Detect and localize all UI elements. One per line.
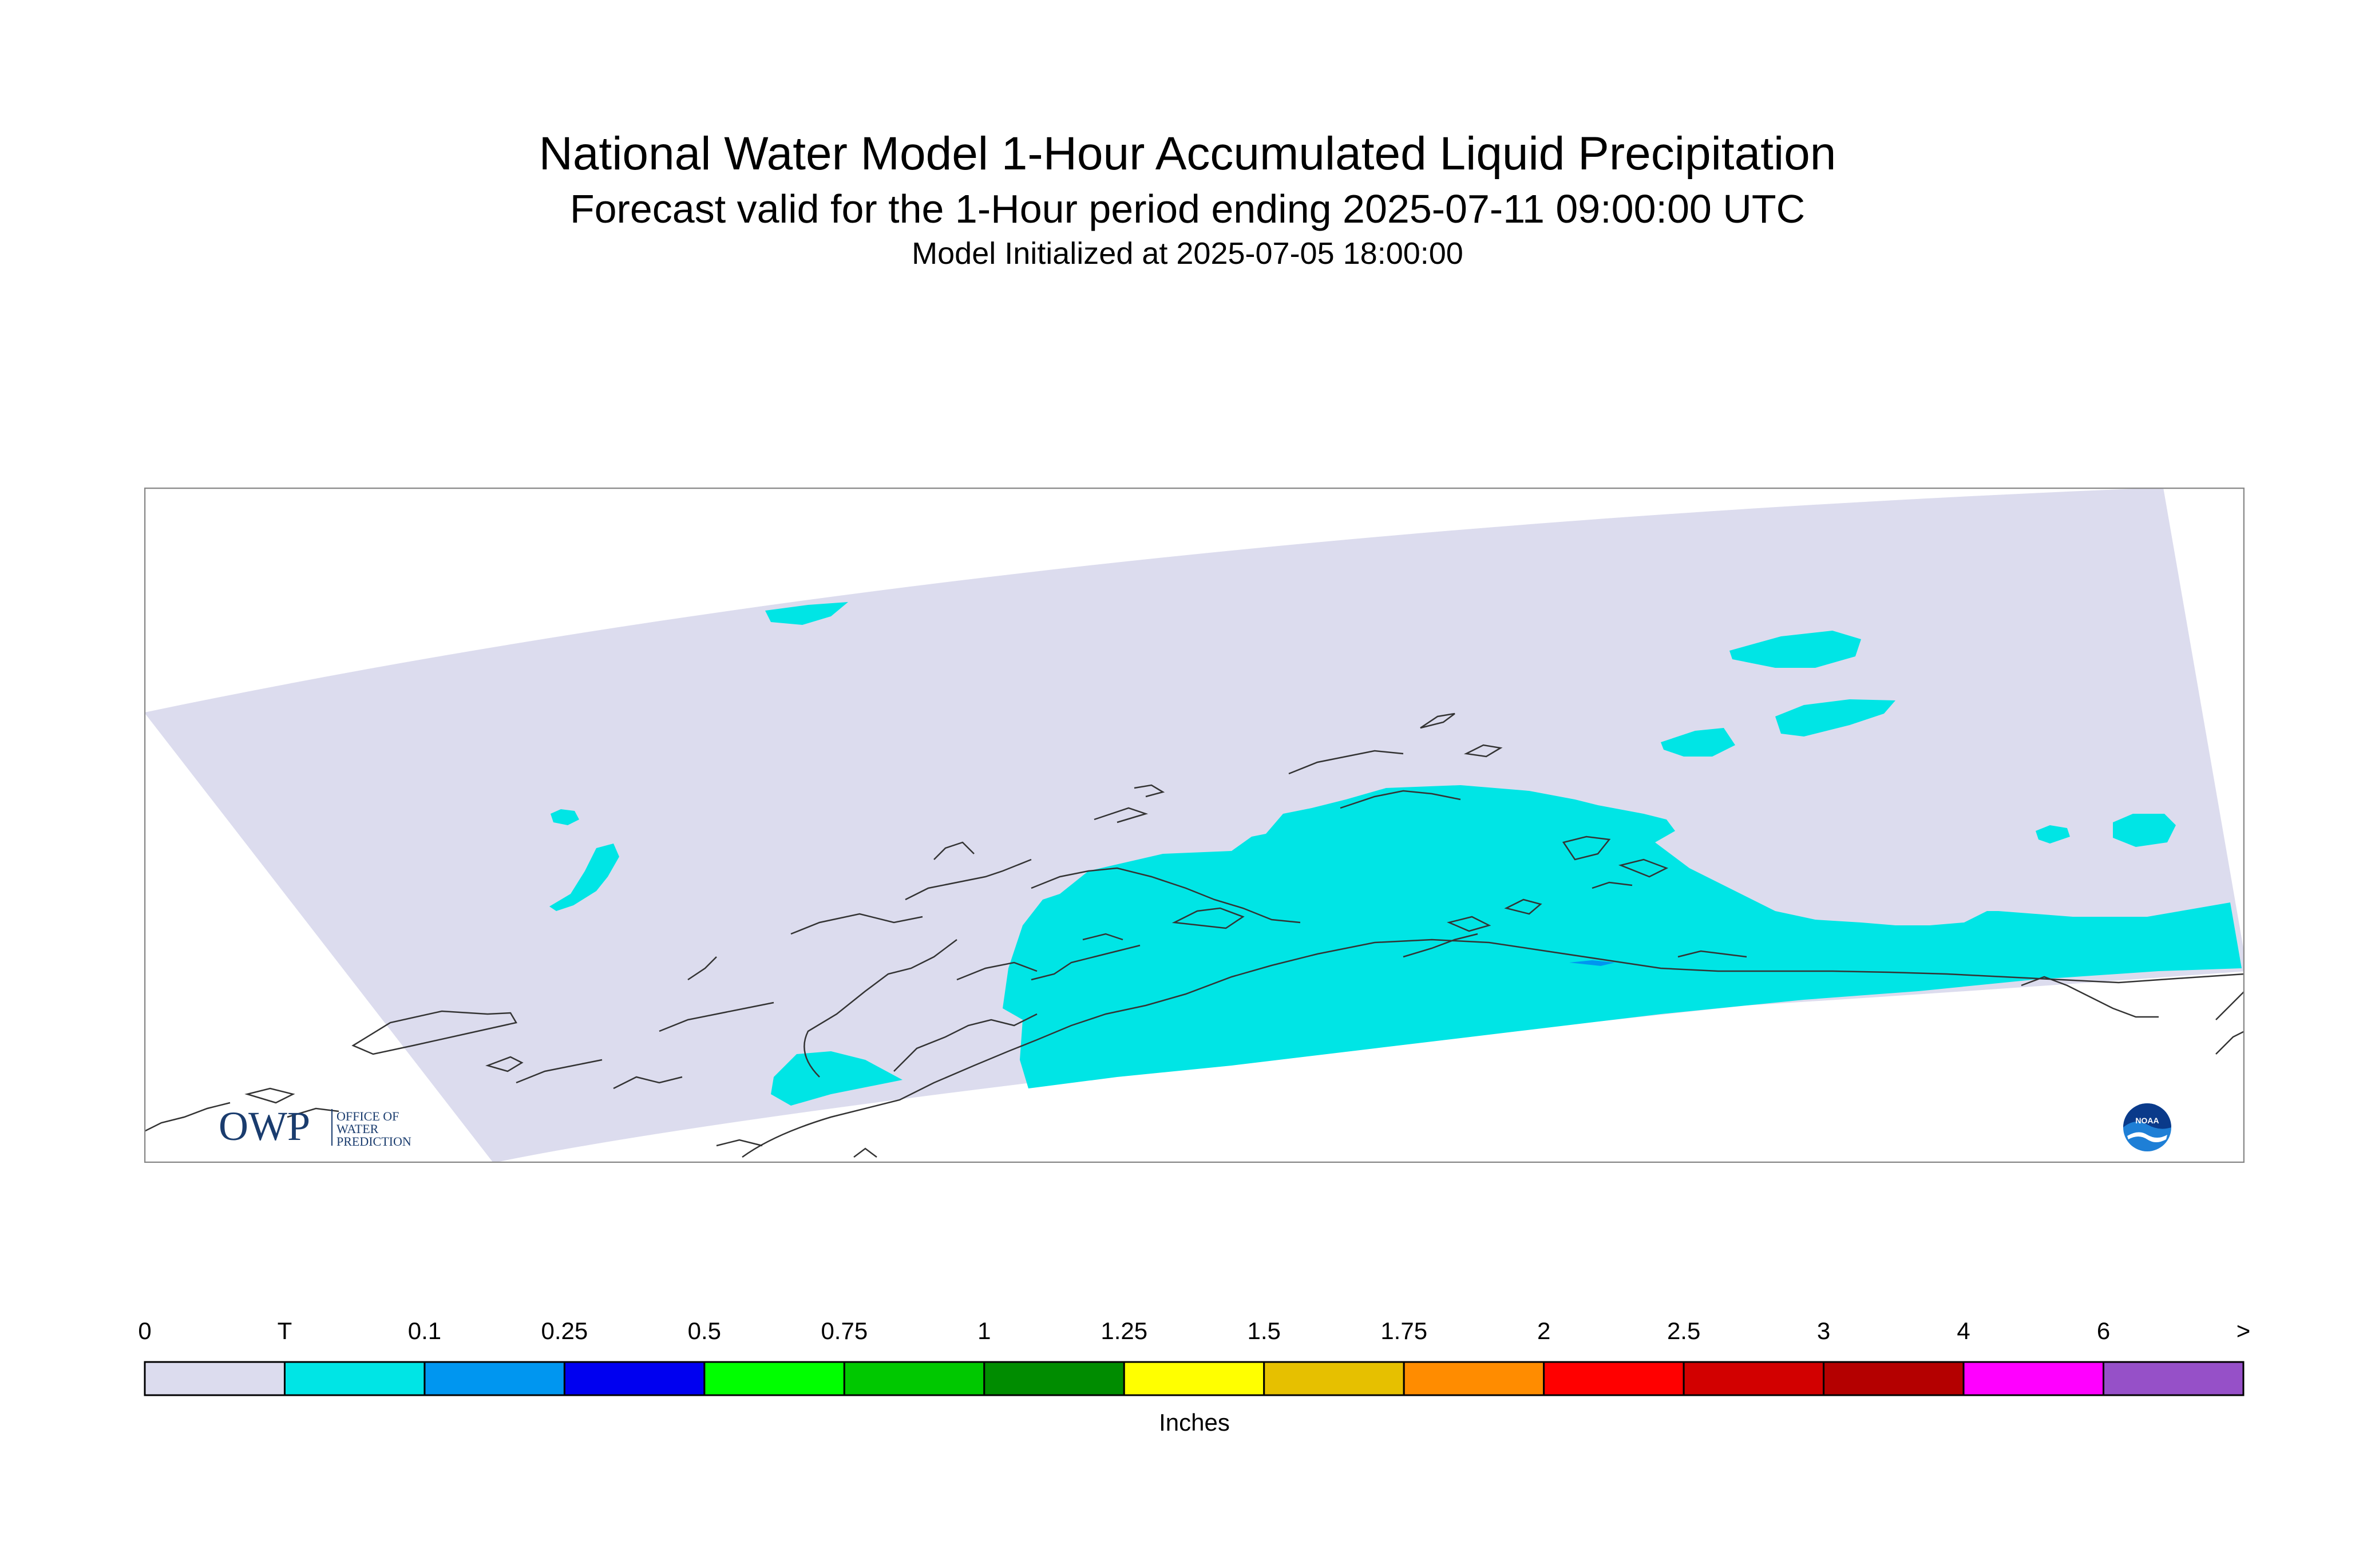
legend-tick-label: 3	[1817, 1317, 1830, 1344]
legend-bin-9	[1403, 1361, 1545, 1396]
legend-tick-label: 6	[2097, 1317, 2110, 1344]
legend-bin-1	[283, 1361, 426, 1396]
owp-logo: OWP OFFICE OF WATER PREDICTION	[219, 1104, 411, 1149]
legend-bin-6	[983, 1361, 1125, 1396]
trace-area-west-2	[551, 809, 579, 825]
legend-tick-label: 1.5	[1248, 1317, 1281, 1344]
owp-logo-line-2: WATER	[337, 1122, 379, 1136]
model-init-time: Model Initialized at 2025-07-05 18:00:00	[912, 236, 1463, 271]
legend-bin-0	[144, 1361, 286, 1396]
trace-area-north-1	[765, 602, 848, 625]
legend-tick-label: 4	[1957, 1317, 1970, 1344]
legend-bin-12	[1823, 1361, 1965, 1396]
legend-tick-labels: 0 T 0.1 0.25 0.5 0.75 1 1.25 1.5 1.75 2 2.5 3 4 6 >	[138, 1317, 2250, 1344]
legend-bin-11	[1683, 1361, 1825, 1396]
legend-tick-label: 0.5	[688, 1317, 721, 1344]
legend-color-bins	[144, 1361, 2245, 1396]
legend-tick-label: 0.75	[821, 1317, 868, 1344]
precip-color-legend: 0 T 0.1 0.25 0.5 0.75 1 1.25 1.5 1.75 2 2.5 3 4 6 > Inc…	[138, 1317, 2250, 1436]
legend-bin-10	[1543, 1361, 1685, 1396]
owp-logo-mark: OWP	[219, 1104, 310, 1149]
legend-tick-label: >	[2237, 1317, 2251, 1344]
legend-tick-label: 2	[1537, 1317, 1550, 1344]
coastlines	[144, 712, 2245, 1158]
trace-area-northeast-3	[1661, 728, 1735, 757]
trace-area-east-2	[2113, 814, 2176, 847]
noaa-logo: NOAA	[2123, 1103, 2171, 1151]
map-frame	[144, 488, 2245, 1163]
trace-area-west-1	[549, 844, 619, 911]
trace-precip-areas	[549, 602, 2242, 1106]
trace-area-east-1	[2036, 825, 2070, 844]
map-title: National Water Model 1-Hour Accumulated …	[539, 128, 1836, 180]
legend-tick-label: 1	[977, 1317, 991, 1344]
light-precip-spot	[1569, 960, 1615, 966]
legend-tick-label: 0.1	[408, 1317, 441, 1344]
legend-bin-14	[2103, 1361, 2245, 1396]
legend-bin-3	[563, 1361, 706, 1396]
legend-bin-2	[423, 1361, 565, 1396]
legend-tick-label: 1.25	[1101, 1317, 1147, 1344]
legend-tick-label: T	[278, 1317, 292, 1344]
legend-bin-5	[843, 1361, 985, 1396]
trace-area-northeast-1	[1729, 631, 1861, 668]
precip-map	[144, 488, 2245, 1163]
legend-bin-13	[1962, 1361, 2105, 1396]
legend-bin-7	[1123, 1361, 1265, 1396]
map-subtitle: Forecast valid for the 1-Hour period end…	[569, 187, 1806, 231]
owp-logo-line-3: PREDICTION	[337, 1134, 411, 1149]
trace-area-southwest	[771, 1051, 902, 1106]
legend-unit-label: Inches	[1159, 1409, 1230, 1436]
legend-tick-label: 2.5	[1667, 1317, 1700, 1344]
noaa-logo-mark: NOAA	[2135, 1116, 2159, 1125]
legend-tick-label: 0	[138, 1317, 151, 1344]
legend-tick-label: 1.75	[1380, 1317, 1427, 1344]
trace-area-main	[1003, 785, 2242, 1088]
trace-area-northeast-2	[1775, 699, 1895, 737]
owp-logo-line-1: OFFICE OF	[337, 1109, 399, 1123]
legend-bin-4	[703, 1361, 845, 1396]
legend-bin-8	[1263, 1361, 1405, 1396]
legend-tick-label: 0.25	[541, 1317, 588, 1344]
